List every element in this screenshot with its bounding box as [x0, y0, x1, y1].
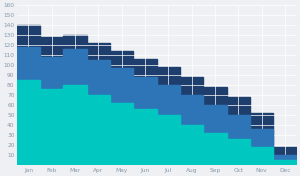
Polygon shape — [17, 48, 296, 165]
Polygon shape — [17, 26, 296, 165]
Polygon shape — [17, 80, 296, 165]
